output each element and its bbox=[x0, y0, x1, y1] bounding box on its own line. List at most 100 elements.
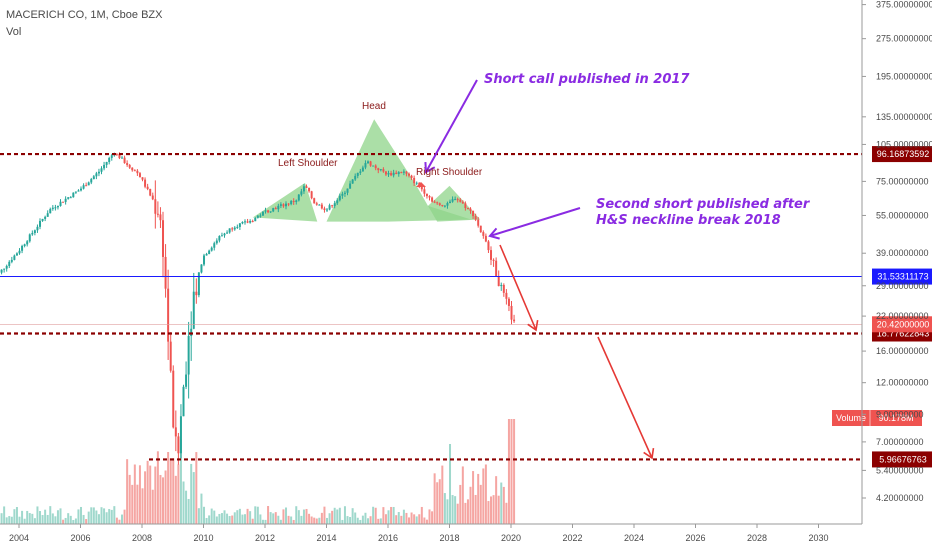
candle-body bbox=[0, 269, 3, 273]
candle-body bbox=[115, 153, 118, 155]
volume-bar bbox=[343, 506, 346, 524]
annotation-neckline-break: H&S neckline break 2018 bbox=[596, 213, 781, 228]
volume-bar bbox=[236, 510, 239, 524]
volume-bar bbox=[36, 506, 39, 524]
volume-bar bbox=[154, 466, 157, 524]
volume-bar bbox=[497, 495, 500, 524]
volume-bar bbox=[172, 458, 175, 524]
volume-bar bbox=[356, 517, 359, 524]
candle-body bbox=[80, 188, 83, 191]
candle-body bbox=[100, 168, 103, 172]
volume-bar bbox=[446, 499, 449, 524]
candle-body bbox=[415, 182, 418, 184]
volume-bar bbox=[141, 488, 144, 524]
candle-body bbox=[215, 240, 218, 244]
candle-body bbox=[92, 176, 95, 180]
candle-body bbox=[302, 186, 305, 192]
candle-body bbox=[331, 205, 334, 207]
candle-body bbox=[31, 232, 34, 235]
y-tick-label: 275.00000000 bbox=[876, 34, 932, 44]
candle-body bbox=[310, 191, 313, 199]
candle-body bbox=[259, 215, 262, 217]
candle-body bbox=[372, 165, 375, 167]
right-shoulder-shape bbox=[427, 185, 481, 222]
volume-bar bbox=[415, 516, 418, 524]
candle-body bbox=[49, 208, 52, 214]
volume-bar bbox=[13, 509, 16, 524]
candle-body bbox=[423, 189, 426, 194]
candle-body bbox=[249, 221, 252, 223]
candle-body bbox=[36, 226, 39, 231]
volume-bar bbox=[72, 519, 75, 524]
volume-bar bbox=[156, 451, 159, 524]
volume-bar bbox=[23, 518, 26, 524]
candle-body bbox=[351, 179, 354, 184]
volume-bar bbox=[195, 452, 198, 524]
volume-bar bbox=[54, 516, 57, 524]
chart-title: MACERICH CO, 1M, Cboe BZX bbox=[6, 9, 163, 21]
target-arrow-1-head bbox=[527, 320, 539, 332]
volume-bar bbox=[392, 506, 395, 524]
volume-bar bbox=[18, 516, 21, 524]
candle-body bbox=[420, 186, 423, 190]
volume-bar bbox=[441, 465, 444, 524]
candle-body bbox=[318, 204, 321, 206]
candle-body bbox=[26, 241, 29, 245]
volume-bar bbox=[282, 509, 285, 524]
volume-bar bbox=[187, 498, 190, 524]
volume-bar bbox=[461, 466, 464, 524]
candle-body bbox=[162, 220, 165, 257]
volume-bar bbox=[469, 486, 472, 524]
candle-body bbox=[10, 259, 13, 262]
candle-body bbox=[507, 298, 510, 306]
left-shoulder-shape bbox=[252, 182, 318, 222]
candle-body bbox=[123, 157, 126, 164]
volume-bar bbox=[482, 468, 485, 524]
volume-bar bbox=[510, 419, 513, 524]
candle-body bbox=[200, 264, 203, 273]
x-tick-label: 2010 bbox=[193, 533, 213, 543]
candle-body bbox=[146, 186, 149, 189]
candle-body bbox=[220, 235, 223, 237]
volume-bar bbox=[382, 507, 385, 524]
candle-body bbox=[110, 155, 113, 158]
volume-bar bbox=[213, 510, 216, 524]
label-head: Head bbox=[362, 101, 386, 112]
price-level-badge-text: 5.96676763 bbox=[879, 454, 927, 464]
candle-body bbox=[62, 201, 65, 203]
candle-body bbox=[254, 217, 257, 222]
volume-bar bbox=[259, 514, 262, 524]
volume-bar bbox=[479, 484, 482, 524]
candle-body bbox=[41, 218, 44, 221]
candle-body bbox=[487, 241, 490, 251]
candle-body bbox=[223, 233, 226, 236]
volume-bar bbox=[328, 513, 331, 524]
volume-bar bbox=[351, 508, 354, 524]
x-tick-label: 2014 bbox=[316, 533, 336, 543]
volume-bar bbox=[456, 503, 459, 524]
candle-body bbox=[392, 172, 395, 176]
candle-body bbox=[405, 171, 408, 174]
candle-body bbox=[461, 201, 464, 204]
candle-body bbox=[85, 185, 88, 187]
volume-bar bbox=[44, 509, 47, 524]
y-tick-label: 55.00000000 bbox=[876, 210, 929, 220]
volume-bar bbox=[26, 510, 29, 524]
price-candles bbox=[0, 152, 516, 465]
volume-bar bbox=[162, 477, 165, 524]
volume-indicator-label: Vol bbox=[6, 26, 22, 38]
candle-body bbox=[513, 319, 516, 322]
volume-bar bbox=[336, 509, 339, 524]
volume-bar bbox=[8, 516, 11, 524]
volume-bar bbox=[144, 471, 147, 524]
candle-body bbox=[59, 201, 62, 206]
y-tick-label: 16.00000000 bbox=[876, 346, 929, 356]
volume-badge-label: Volume bbox=[836, 413, 866, 423]
candle-body bbox=[379, 169, 382, 171]
volume-bar bbox=[105, 512, 108, 524]
x-tick-label: 2008 bbox=[132, 533, 152, 543]
volume-bar bbox=[397, 512, 400, 524]
volume-bar bbox=[46, 514, 49, 524]
candle-body bbox=[441, 204, 444, 207]
